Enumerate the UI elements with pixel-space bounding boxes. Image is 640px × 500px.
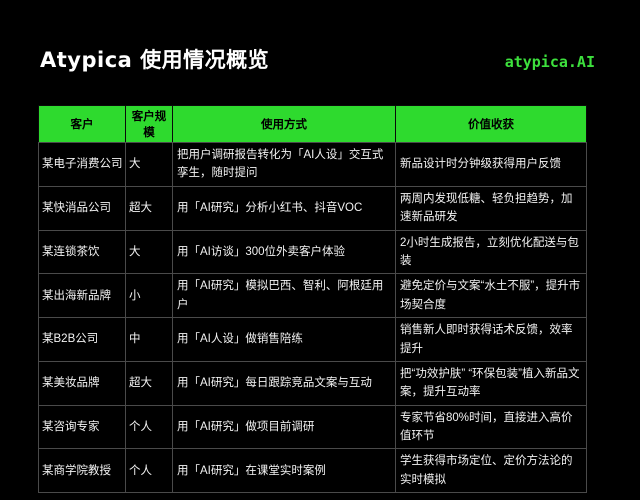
value-cell: 销售新人即时获得话术反馈，效率提升 xyxy=(395,317,587,362)
scale-cell: 个人 xyxy=(125,404,173,450)
scale-cell: 小 xyxy=(125,273,173,319)
value-cell: 新品设计时分钟级获得用户反馈 xyxy=(395,142,587,187)
scale-cell: 大 xyxy=(125,229,173,275)
table-row: 某咨询专家 个人 用「AI研究」做项目前调研 专家节省80%时间，直接进入高价值… xyxy=(38,404,587,450)
usage-cell: 用「AI研究」在课堂实时案例 xyxy=(172,448,396,494)
scale-cell: 中 xyxy=(125,317,173,362)
value-cell: 把“功效护肤” “环保包装”植入新品文案，提升互动率 xyxy=(395,360,587,406)
scale-cell: 大 xyxy=(125,142,173,187)
value-cell: 避免定价与文案“水土不服”，提升市场契合度 xyxy=(395,273,587,319)
value-cell: 专家节省80%时间，直接进入高价值环节 xyxy=(395,404,587,450)
brand-logo: atypica.AI xyxy=(504,53,595,71)
header-client: 客户 xyxy=(38,105,126,143)
usage-cell: 用「AI研究」做项目前调研 xyxy=(172,404,396,450)
client-cell: 某出海新品牌 xyxy=(38,273,126,319)
client-cell: 某咨询专家 xyxy=(38,404,126,450)
page-title: Atypica 使用情况概览 xyxy=(40,48,270,72)
client-cell: 某商学院教授 xyxy=(38,448,126,494)
usage-cell: 把用户调研报告转化为「AI人设」交互式孪生，随时提问 xyxy=(172,142,396,187)
scale-cell: 个人 xyxy=(125,448,173,494)
client-cell: 某美妆品牌 xyxy=(38,360,126,406)
usage-cell: 用「AI研究」模拟巴西、智利、阿根廷用户 xyxy=(172,273,396,319)
usage-cell: 用「AI研究」分析小红书、抖音VOC xyxy=(172,185,396,231)
value-cell: 学生获得市场定位、定价方法论的实时模拟 xyxy=(395,448,587,494)
client-cell: 某B2B公司 xyxy=(38,317,126,362)
value-cell: 2小时生成报告，立刻优化配送与包装 xyxy=(395,229,587,275)
table-row: 某连锁茶饮 大 用「AI访谈」300位外卖客户体验 2小时生成报告，立刻优化配送… xyxy=(38,229,587,275)
usage-cell: 用「AI研究」每日跟踪竞品文案与互动 xyxy=(172,360,396,406)
header-usage: 使用方式 xyxy=(172,105,396,143)
client-cell: 某连锁茶饮 xyxy=(38,229,126,275)
usage-cell: 用「AI访谈」300位外卖客户体验 xyxy=(172,229,396,275)
table-row: 某出海新品牌 小 用「AI研究」模拟巴西、智利、阿根廷用户 避免定价与文案“水土… xyxy=(38,273,587,319)
header-value: 价值收获 xyxy=(395,105,587,143)
table-row: 某B2B公司 中 用「AI人设」做销售陪练 销售新人即时获得话术反馈，效率提升 xyxy=(38,317,587,362)
table-row: 某快消品公司 超大 用「AI研究」分析小红书、抖音VOC 两周内发现低糖、轻负担… xyxy=(38,185,587,231)
scale-cell: 超大 xyxy=(125,360,173,406)
client-cell: 某电子消费公司 xyxy=(38,142,126,187)
usage-table: 客户 客户规模 使用方式 价值收获 某电子消费公司 大 把用户调研报告转化为「A… xyxy=(38,105,587,494)
topbar: Atypica 使用情况概览 atypica.AI xyxy=(0,0,640,74)
value-cell: 两周内发现低糖、轻负担趋势，加速新品研发 xyxy=(395,185,587,231)
scale-cell: 超大 xyxy=(125,185,173,231)
table-row: 某电子消费公司 大 把用户调研报告转化为「AI人设」交互式孪生，随时提问 新品设… xyxy=(38,142,587,187)
header-row: 客户 客户规模 使用方式 价值收获 xyxy=(38,105,587,143)
client-cell: 某快消品公司 xyxy=(38,185,126,231)
table-row: 某美妆品牌 超大 用「AI研究」每日跟踪竞品文案与互动 把“功效护肤” “环保包… xyxy=(38,360,587,406)
table-row: 某商学院教授 个人 用「AI研究」在课堂实时案例 学生获得市场定位、定价方法论的… xyxy=(38,448,587,494)
usage-cell: 用「AI人设」做销售陪练 xyxy=(172,317,396,362)
header-scale: 客户规模 xyxy=(125,105,173,143)
